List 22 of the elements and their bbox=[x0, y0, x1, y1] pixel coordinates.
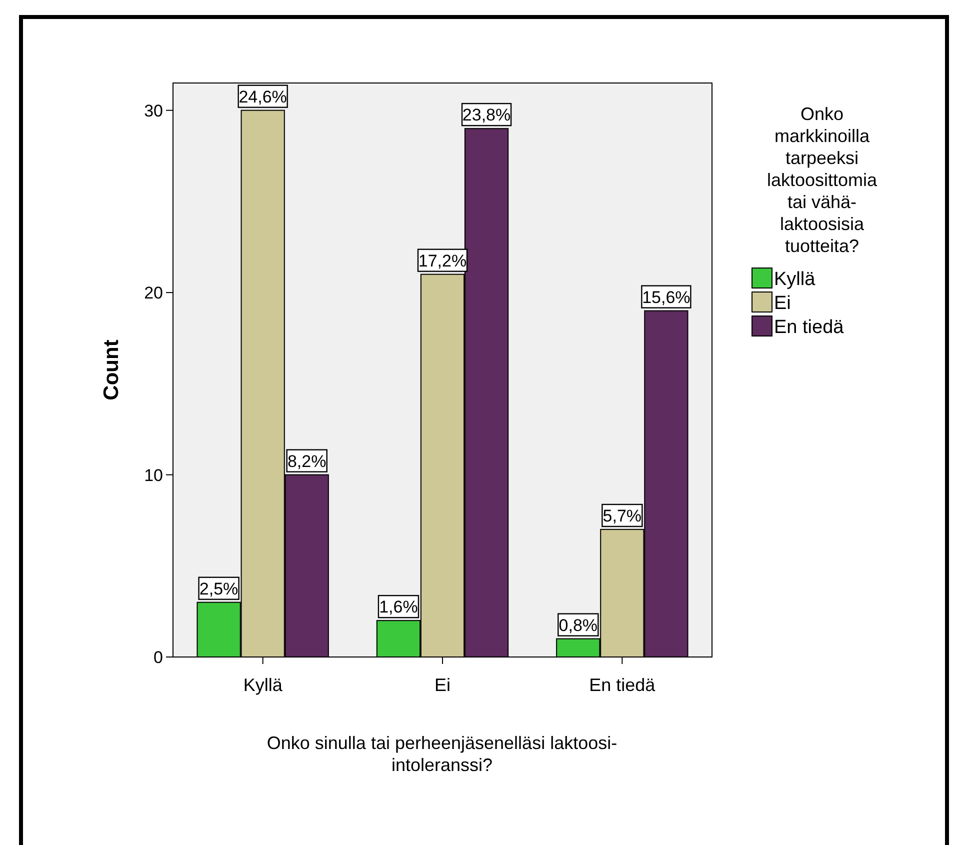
x-tick-label: Kyllä bbox=[243, 675, 284, 695]
y-axis-title: Count bbox=[100, 340, 123, 400]
x-tick-label: En tiedä bbox=[589, 675, 656, 695]
x-tick-label: Ei bbox=[434, 675, 451, 695]
annotation: 23,8% bbox=[462, 106, 511, 125]
y-tick-label: 20 bbox=[144, 284, 163, 303]
annotation: 0,8% bbox=[558, 616, 598, 635]
legend-label: Ei bbox=[774, 293, 791, 314]
annotation: 15,6% bbox=[642, 288, 690, 307]
annotation: 24,6% bbox=[238, 87, 287, 106]
annotation: 1,6% bbox=[379, 598, 418, 617]
annotation: 17,2% bbox=[418, 251, 467, 270]
annotation: 5,7% bbox=[602, 506, 642, 526]
legend-title: Onko markkinoilla tarpeeksi laktoosittomia tai vähä-laktoosisia tuotteita? bbox=[766, 104, 878, 256]
y-tick-label: 30 bbox=[144, 101, 163, 120]
legend-label: Kyllä bbox=[774, 269, 816, 290]
y-tick-label: 10 bbox=[144, 466, 163, 485]
annotation: 2,5% bbox=[199, 579, 238, 598]
legend-label: En tiedä bbox=[774, 317, 844, 338]
y-tick-label: 0 bbox=[154, 648, 163, 667]
x-axis-title: Onko sinulla tai perheenjäsenelläsi laktoosi-intoleranssi? bbox=[266, 733, 618, 775]
annotation: 8,2% bbox=[287, 452, 326, 471]
